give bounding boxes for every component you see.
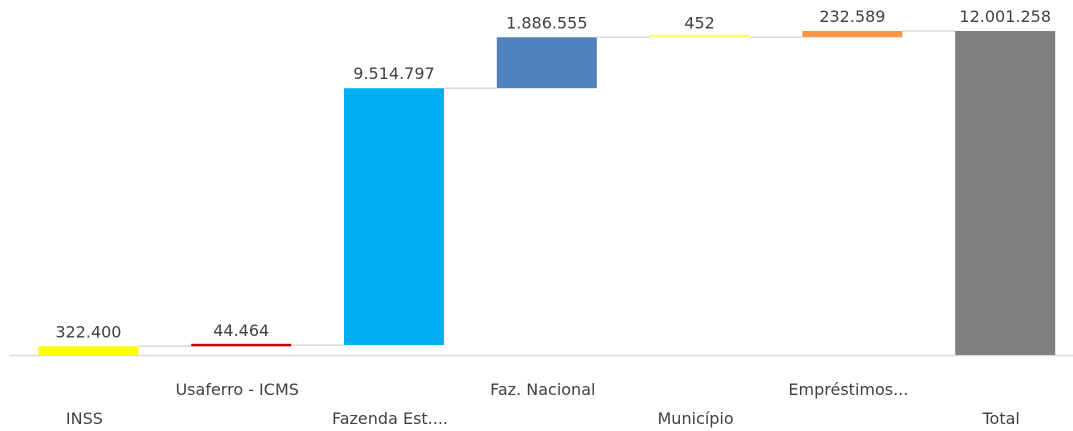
x-tick-label: Faz. Nacional <box>490 380 595 399</box>
value-label: 1.886.555 <box>506 13 587 32</box>
x-tick-label: Município <box>658 409 734 428</box>
x-tick-label: INSS <box>66 409 103 428</box>
value-label: 12.001.258 <box>959 7 1051 26</box>
bar <box>496 37 597 89</box>
value-label: 9.514.797 <box>353 64 434 83</box>
x-tick-label: Usaferro - ICMS <box>175 380 298 399</box>
bar <box>191 343 292 347</box>
bar <box>802 31 903 38</box>
bar <box>955 31 1056 355</box>
x-tick-label: Empréstimos... <box>788 380 908 399</box>
x-tick-label: Fazenda Est.... <box>332 409 448 428</box>
value-label: 322.400 <box>55 322 121 341</box>
value-label: 44.464 <box>213 321 269 340</box>
bar <box>344 88 444 346</box>
value-label: 232.589 <box>819 7 885 26</box>
bar <box>649 34 750 38</box>
value-label: 452 <box>684 13 715 32</box>
x-tick-label: Total <box>982 409 1020 428</box>
bar <box>38 346 139 355</box>
